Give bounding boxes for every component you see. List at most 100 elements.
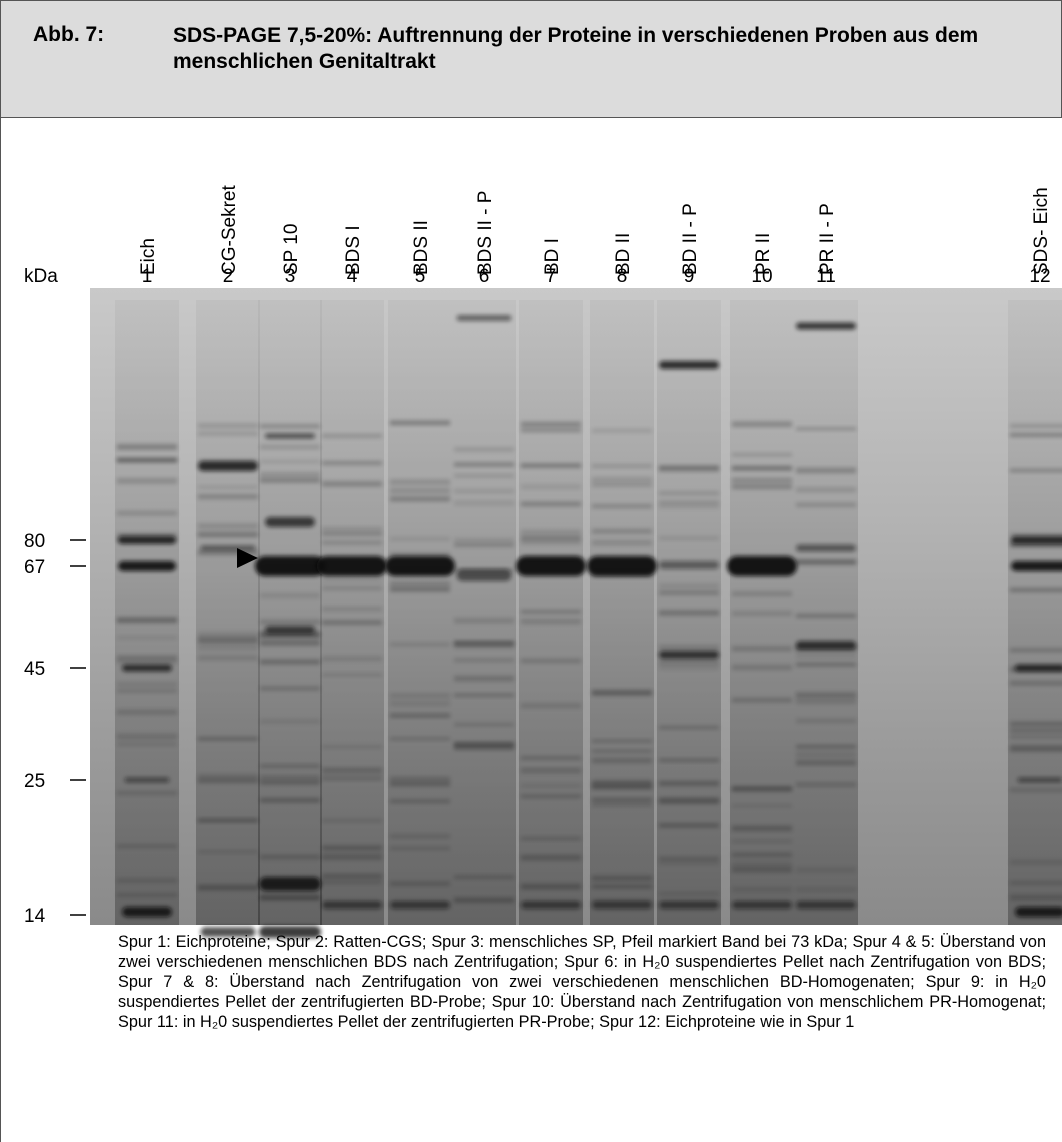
- faint-band: [322, 656, 382, 662]
- faint-band: [659, 590, 719, 596]
- faint-band: [390, 799, 450, 804]
- faint-band: [390, 834, 450, 838]
- faint-band: [454, 462, 514, 467]
- faint-band: [322, 775, 382, 781]
- band: [1015, 907, 1062, 917]
- faint-band: [592, 464, 652, 468]
- faint-band: [454, 643, 514, 649]
- faint-band: [732, 591, 792, 597]
- faint-band: [198, 773, 258, 780]
- band: [456, 315, 512, 321]
- band: [265, 433, 315, 439]
- band: [521, 901, 581, 909]
- faint-band: [454, 675, 514, 682]
- faint-band: [322, 845, 382, 850]
- faint-band: [1010, 433, 1062, 437]
- faint-band: [390, 712, 450, 717]
- faint-band: [732, 467, 792, 471]
- faint-band: [390, 693, 450, 699]
- marker-label: 25: [24, 771, 45, 792]
- faint-band: [796, 467, 856, 474]
- faint-band: [592, 749, 652, 753]
- faint-band: [659, 500, 719, 505]
- lane-number: 10: [751, 266, 772, 287]
- lane-streak: [590, 300, 654, 925]
- faint-band: [454, 500, 514, 506]
- band: [265, 517, 315, 527]
- band: [1015, 664, 1062, 672]
- band: [118, 561, 176, 571]
- faint-band: [198, 423, 258, 429]
- faint-band: [521, 837, 581, 841]
- faint-band: [521, 428, 581, 433]
- faint-band: [659, 823, 719, 828]
- faint-band: [796, 698, 856, 704]
- faint-band: [117, 682, 177, 687]
- arrow: [237, 548, 258, 568]
- faint-band: [659, 856, 719, 861]
- faint-band: [796, 487, 856, 493]
- faint-band: [659, 861, 719, 865]
- faint-band: [592, 784, 652, 790]
- lane-name: BD I: [542, 238, 563, 275]
- band: [659, 561, 719, 569]
- lane-name: SDS- Eich: [1031, 187, 1052, 275]
- faint-band: [592, 477, 652, 482]
- faint-band: [117, 790, 177, 796]
- faint-band: [1010, 734, 1062, 739]
- band: [198, 461, 258, 471]
- faint-band: [198, 639, 258, 644]
- faint-band: [732, 839, 792, 843]
- faint-band: [198, 631, 258, 638]
- border: [0, 118, 1, 1142]
- faint-band: [796, 559, 856, 564]
- faint-band: [454, 747, 514, 751]
- faint-band: [732, 452, 792, 457]
- lane-streak: [388, 300, 452, 925]
- faint-band: [390, 846, 450, 851]
- marker-label: 14: [24, 906, 46, 927]
- lane-name: BDS II: [411, 220, 432, 275]
- faint-band: [659, 758, 719, 762]
- faint-band: [117, 878, 177, 883]
- band: [796, 322, 856, 330]
- faint-band: [390, 714, 450, 719]
- faint-band: [454, 658, 514, 662]
- faint-band: [322, 818, 382, 823]
- faint-band: [592, 689, 652, 695]
- faint-band: [260, 472, 320, 477]
- faint-band: [521, 703, 581, 709]
- band: [796, 901, 856, 909]
- faint-band: [659, 725, 719, 730]
- faint-band: [390, 642, 450, 647]
- band: [255, 556, 325, 576]
- faint-band: [732, 484, 792, 490]
- faint-band: [260, 774, 320, 781]
- faint-band: [659, 660, 719, 665]
- faint-band: [260, 424, 320, 429]
- caption: Spur 1: Eichproteine; Spur 2: Ratten-CGS…: [118, 933, 1046, 1031]
- faint-band: [390, 487, 450, 494]
- faint-band: [117, 735, 177, 741]
- band: [456, 569, 512, 581]
- lane-number: 11: [816, 266, 836, 287]
- faint-band: [732, 786, 792, 792]
- faint-band: [390, 586, 450, 592]
- faint-band: [454, 722, 514, 727]
- faint-band: [592, 504, 652, 509]
- figure-title: SDS-PAGE 7,5-20%: Auftrennung der Protei…: [173, 24, 979, 73]
- faint-band: [521, 501, 581, 507]
- lane-name: BDS I: [343, 225, 364, 275]
- faint-band: [390, 536, 450, 542]
- faint-band: [390, 781, 450, 787]
- faint-band: [521, 767, 581, 772]
- band: [796, 544, 856, 552]
- faint-band: [117, 688, 177, 693]
- faint-band: [322, 880, 382, 884]
- faint-band: [322, 540, 382, 545]
- faint-band: [659, 466, 719, 472]
- faint-band: [260, 477, 320, 483]
- faint-band: [260, 854, 320, 860]
- faint-band: [322, 852, 382, 857]
